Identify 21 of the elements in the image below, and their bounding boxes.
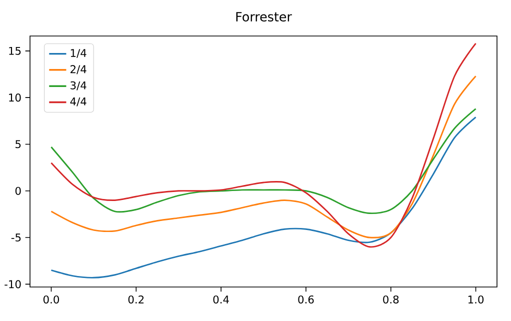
line-series [50,116,476,278]
chart-title: Forrester [236,12,292,22]
legend-label: 3/4 [70,81,86,90]
y-tick-label: -5 [11,234,21,242]
x-tick-label: 1.0 [468,295,484,304]
legend-label: 1/4 [70,49,86,58]
line-series [50,108,476,214]
x-tick-label: 0.4 [213,295,229,304]
y-tick-label: 5 [16,140,21,148]
x-tick-label: 0.0 [43,295,60,304]
x-tick-label: 0.2 [128,295,144,304]
legend-label: 2/4 [70,65,86,74]
y-tick-label: 0 [15,186,21,195]
x-tick-label: 0.6 [298,295,314,304]
legend-label: 4/4 [70,98,86,106]
x-tick-label: 0.8 [383,295,399,304]
line-series [50,42,476,248]
line-series [50,75,476,238]
y-tick-label: 10 [9,94,21,102]
y-tick-label: -10 [4,280,21,288]
y-tick-label: 15 [9,46,21,55]
